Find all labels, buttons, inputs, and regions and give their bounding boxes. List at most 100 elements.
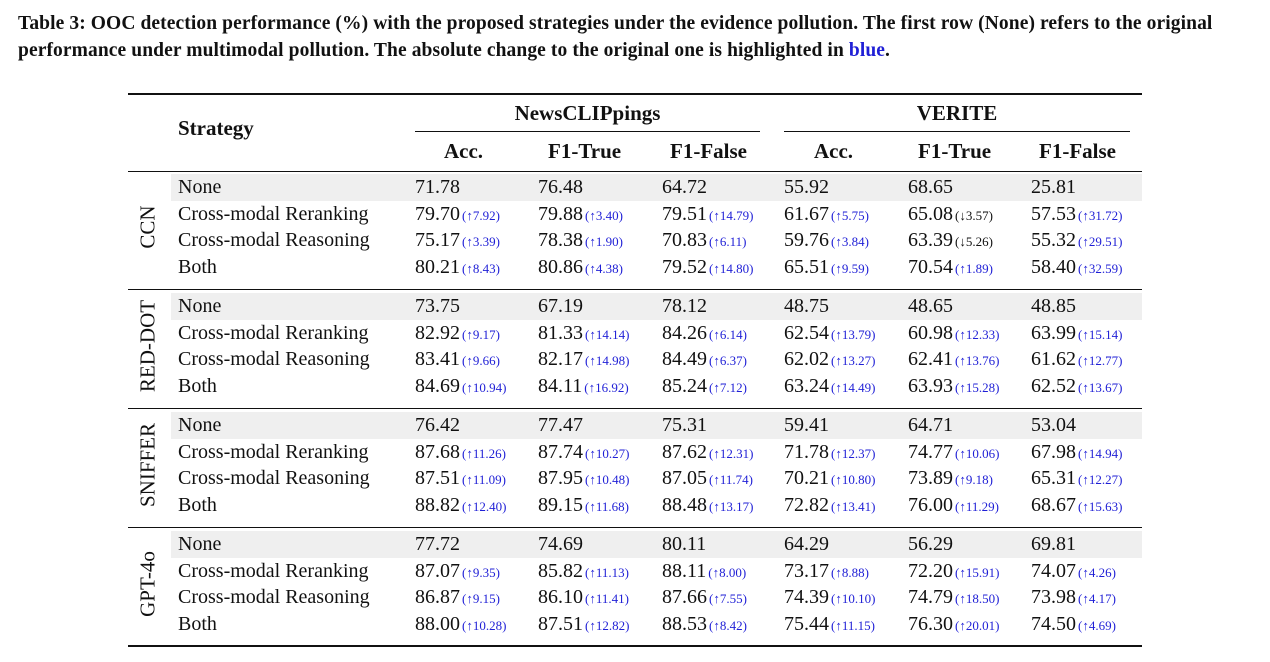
- cell-delta: (↑9.18): [955, 472, 993, 488]
- cell-value: 48.65: [908, 295, 953, 317]
- cell-value: 25.81: [1031, 176, 1076, 198]
- caption-end: .: [885, 40, 891, 61]
- table-cell: 88.11 (↑8.00): [662, 558, 746, 586]
- cell-value: 85.24: [662, 375, 707, 398]
- cell-value: 55.92: [784, 176, 829, 198]
- table-cell: 80.21 (↑8.43): [415, 254, 500, 282]
- cell-value: 87.62: [662, 440, 707, 463]
- table-cell: 85.24 (↑7.12): [662, 373, 747, 401]
- table-cell: 88.53 (↑8.42): [662, 611, 747, 639]
- cell-value: 65.51: [784, 256, 829, 279]
- cell-value: 89.15: [538, 494, 583, 517]
- table-cell: 73.98 (↑4.17): [1031, 584, 1116, 612]
- cell-delta: (↑9.59): [831, 261, 869, 277]
- cell-value: 62.52: [1031, 375, 1076, 398]
- cell-value: 75.17: [415, 229, 460, 252]
- cell-value: 85.82: [538, 559, 583, 582]
- table-cell: 74.69: [538, 531, 583, 557]
- table-cell: 83.41 (↑9.66): [415, 346, 500, 374]
- table-cell: 65.08 (↓3.57): [908, 201, 993, 229]
- cell-value: 65.08: [908, 202, 953, 225]
- table-cell: 62.02 (↑13.27): [784, 346, 875, 374]
- table-cell: 62.54 (↑13.79): [784, 320, 875, 348]
- cell-delta: (↑3.40): [585, 207, 623, 223]
- strategy-label: Cross-modal Reranking: [178, 202, 369, 225]
- table-cell: 85.82 (↑11.13): [538, 558, 629, 586]
- group-label-text: CCN: [135, 205, 160, 249]
- table-cell: 74.07 (↑4.26): [1031, 558, 1116, 586]
- strategy-label: Both: [178, 613, 217, 636]
- cell-delta: (↑31.72): [1078, 207, 1123, 223]
- table-cell: 82.17 (↑14.98): [538, 346, 629, 374]
- cell-delta: (↑8.88): [831, 564, 869, 580]
- table-cell: 79.88 (↑3.40): [538, 201, 623, 229]
- cell-value: 87.51: [415, 467, 460, 490]
- table-cell: 82.92 (↑9.17): [415, 320, 500, 348]
- cell-delta: (↑12.82): [585, 618, 630, 634]
- cell-value: 74.77: [908, 440, 953, 463]
- cell-delta: (↑10.80): [831, 472, 876, 488]
- cell-delta: (↑10.94): [462, 380, 507, 396]
- cell-value: 87.05: [662, 467, 707, 490]
- table-cell: 88.00 (↑10.28): [415, 611, 506, 639]
- cell-value: 78.12: [662, 295, 707, 317]
- table-cell: 68.67 (↑15.63): [1031, 492, 1122, 520]
- table-cell: 60.98 (↑12.33): [908, 320, 999, 348]
- cell-value: 84.11: [538, 375, 583, 398]
- cell-value: 74.69: [538, 533, 583, 555]
- cell-value: 60.98: [908, 321, 953, 344]
- table-cell: 65.51 (↑9.59): [784, 254, 869, 282]
- cell-value: 63.99: [1031, 321, 1076, 344]
- table-cell: 73.89 (↑9.18): [908, 465, 993, 493]
- cell-delta: (↑14.94): [1078, 445, 1123, 461]
- table-cell: 72.82 (↑13.41): [784, 492, 875, 520]
- group-rule: [128, 527, 1142, 528]
- cell-delta: (↑7.92): [462, 207, 500, 223]
- cell-delta: (↑14.14): [585, 326, 630, 342]
- strategy-label: Both: [178, 256, 217, 279]
- table-cell: 84.49 (↑6.37): [662, 346, 747, 374]
- table-cell: 73.17 (↑8.88): [784, 558, 869, 586]
- cell-value: 48.85: [1031, 295, 1076, 317]
- table-cell: 48.65: [908, 293, 953, 319]
- cell-delta: (↑12.37): [831, 445, 876, 461]
- cell-value: 76.00: [908, 494, 953, 517]
- table-cell: 74.79 (↑18.50): [908, 584, 999, 612]
- cell-value: 86.87: [415, 586, 460, 609]
- cell-value: 56.29: [908, 533, 953, 555]
- cell-value: 69.81: [1031, 533, 1076, 555]
- cell-value: 68.65: [908, 176, 953, 198]
- cell-value: 78.38: [538, 229, 583, 252]
- table-cell: 79.52 (↑14.80): [662, 254, 753, 282]
- cell-delta: (↑6.14): [709, 326, 747, 342]
- cell-value: 79.52: [662, 256, 707, 279]
- table-cell: 78.12: [662, 293, 707, 319]
- cell-value: 73.17: [784, 559, 829, 582]
- table-cell: 70.54 (↑1.89): [908, 254, 993, 282]
- cell-value: 63.24: [784, 375, 829, 398]
- strategy-label: None: [178, 533, 222, 555]
- cell-delta: (↑11.09): [462, 472, 506, 488]
- group-label-text: RED-DOT: [135, 300, 160, 393]
- table-cell: 74.39 (↑10.10): [784, 584, 875, 612]
- cell-value: 77.47: [538, 414, 583, 436]
- cell-value: 53.04: [1031, 414, 1076, 436]
- table-cell: 56.29: [908, 531, 953, 557]
- cell-value: 61.62: [1031, 348, 1076, 371]
- cell-value: 84.26: [662, 321, 707, 344]
- cell-value: 84.69: [415, 375, 460, 398]
- cell-value: 79.88: [538, 202, 583, 225]
- cell-delta: (↑14.80): [709, 261, 754, 277]
- table-cell: 58.40 (↑32.59): [1031, 254, 1122, 282]
- table-cell: 68.65: [908, 174, 953, 200]
- table-cell: 64.72: [662, 174, 707, 200]
- table-cell: 63.24 (↑14.49): [784, 373, 875, 401]
- cell-value: 88.82: [415, 494, 460, 517]
- cell-delta: (↑7.12): [709, 380, 747, 396]
- table-cell: 87.66 (↑7.55): [662, 584, 747, 612]
- cell-delta: (↑10.06): [955, 445, 1000, 461]
- cell-value: 65.31: [1031, 467, 1076, 490]
- cell-value: 76.48: [538, 176, 583, 198]
- cell-delta: (↑12.31): [709, 445, 754, 461]
- group-rule: [128, 171, 1142, 172]
